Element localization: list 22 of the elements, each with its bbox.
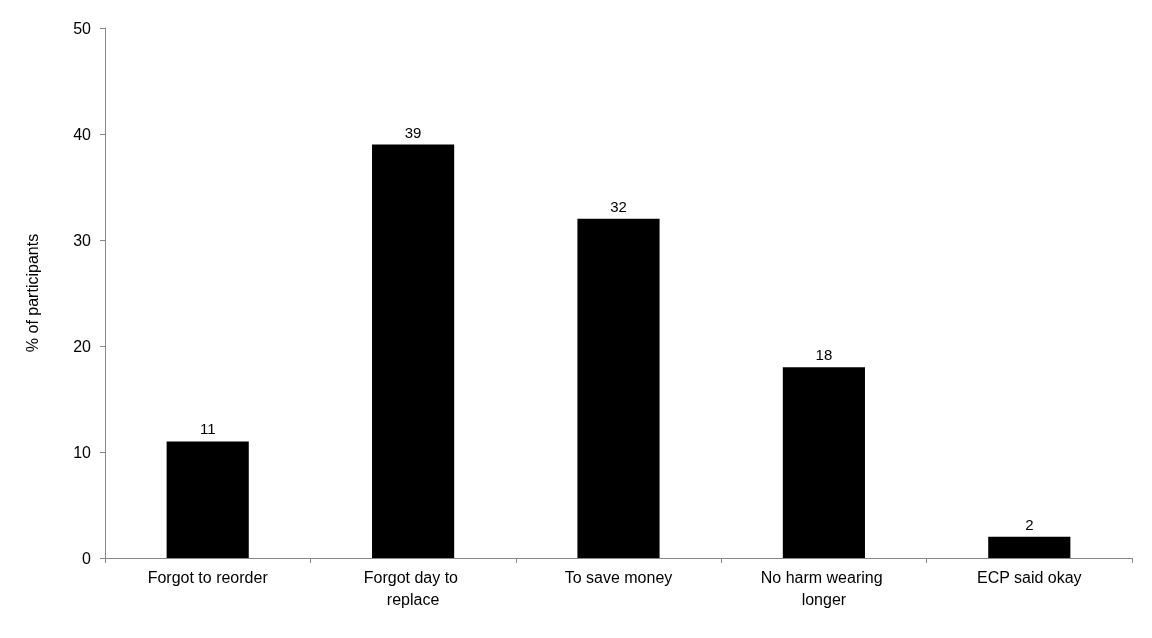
- y-tick-label: 30: [73, 231, 92, 249]
- bar: [782, 367, 865, 558]
- bar: [372, 144, 455, 558]
- bar: [166, 441, 249, 558]
- x-tick-label: ECP said okay: [976, 568, 1082, 586]
- x-tick-label: No harm wearing longer: [760, 568, 888, 608]
- x-tick-label: Forgot to reorder: [147, 568, 269, 586]
- data-label: 2: [1025, 515, 1034, 533]
- x-tick-label: To save money: [564, 568, 673, 586]
- data-label: 11: [199, 420, 216, 438]
- y-axis-title: % of participants: [23, 233, 41, 353]
- bar: [577, 218, 660, 558]
- y-tick-label: 20: [73, 337, 92, 355]
- y-tick-label: 40: [73, 125, 92, 143]
- data-label: 18: [815, 346, 833, 364]
- data-label: 39: [404, 123, 422, 141]
- bar: [988, 536, 1071, 558]
- data-label: 32: [610, 197, 627, 215]
- x-tick-label: Forgot day to replace: [363, 568, 463, 608]
- y-tick-label: 50: [73, 19, 92, 37]
- y-tick-label: 0: [82, 549, 92, 567]
- y-tick-label: 10: [73, 443, 92, 461]
